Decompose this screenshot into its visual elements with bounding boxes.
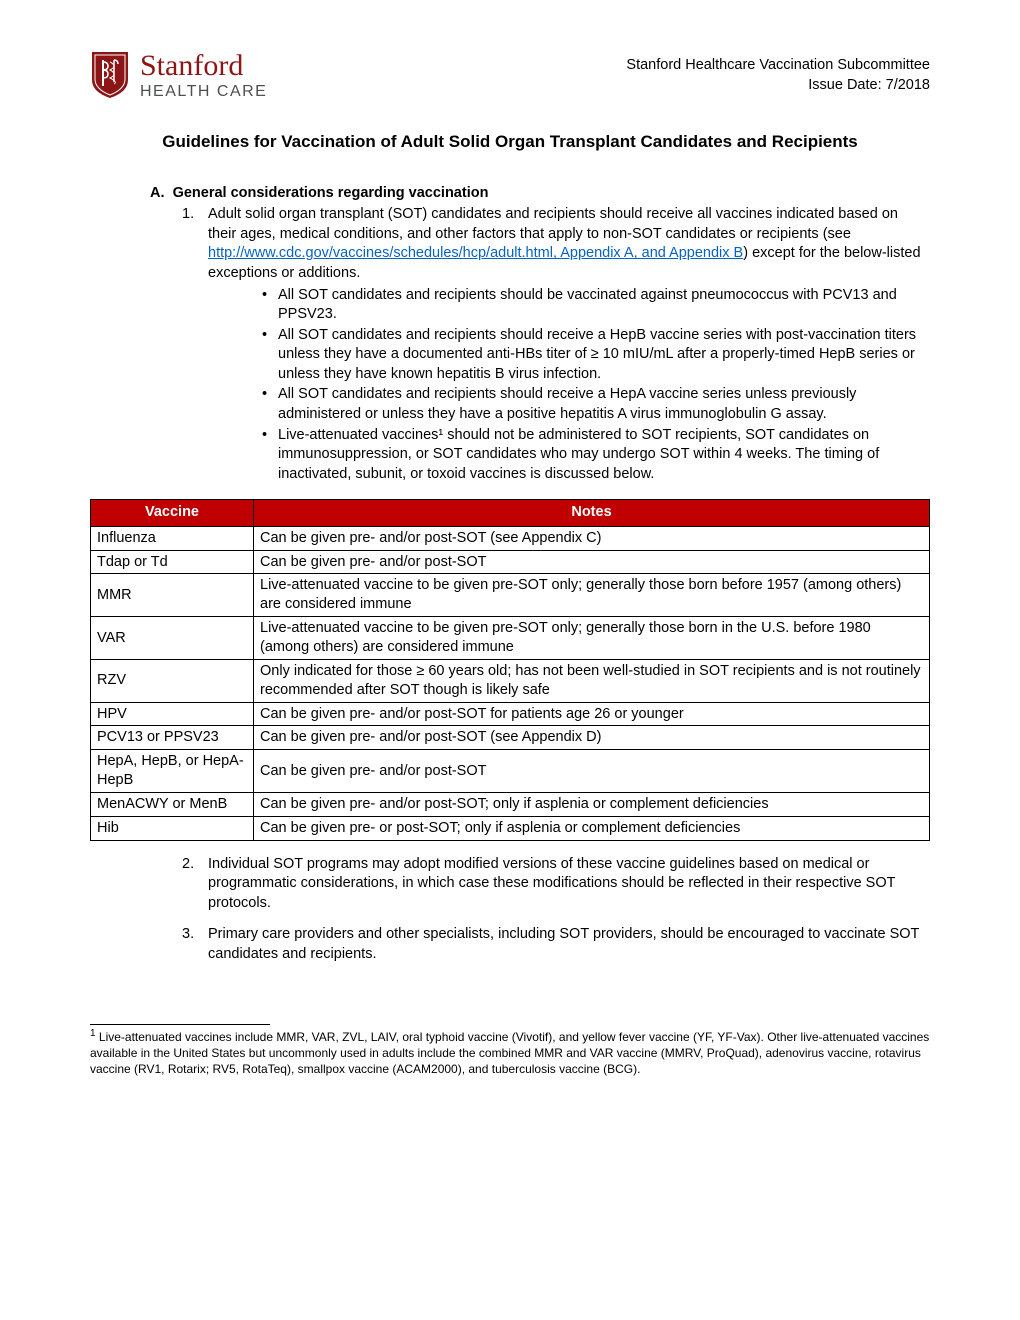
cell-notes: Can be given pre- and/or post-SOT for pa…: [254, 702, 930, 726]
header-right: Stanford Healthcare Vaccination Subcommi…: [626, 56, 930, 95]
table-row: HepA, HepB, or HepA-HepBCan be given pre…: [91, 750, 930, 793]
shield-icon: [90, 50, 130, 100]
cell-vaccine: Influenza: [91, 526, 254, 550]
item-1-text-a: Adult solid organ transplant (SOT) candi…: [208, 206, 898, 242]
cell-vaccine: MMR: [91, 574, 254, 617]
col-vaccine: Vaccine: [91, 500, 254, 527]
cell-notes: Only indicated for those ≥ 60 years old;…: [254, 659, 930, 702]
bullet-text: All SOT candidates and recipients should…: [278, 385, 930, 424]
issue-date: Issue Date: 7/2018: [626, 76, 930, 96]
item-number: 2.: [182, 855, 208, 914]
table-row: VARLive-attenuated vaccine to be given p…: [91, 617, 930, 660]
item-1-body: Adult solid organ transplant (SOT) candi…: [208, 205, 930, 485]
bullet-text: All SOT candidates and recipients should…: [278, 326, 930, 385]
page-header: Stanford HEALTH CARE Stanford Healthcare…: [90, 50, 930, 100]
bullet-item: •All SOT candidates and recipients shoul…: [262, 326, 930, 385]
cell-notes: Live-attenuated vaccine to be given pre-…: [254, 617, 930, 660]
committee-name: Stanford Healthcare Vaccination Subcommi…: [626, 56, 930, 76]
footnote-text: Live-attenuated vaccines include MMR, VA…: [90, 1030, 929, 1075]
cell-notes: Can be given pre- and/or post-SOT (see A…: [254, 726, 930, 750]
section-a-heading: A. General considerations regarding vacc…: [150, 184, 930, 204]
cell-vaccine: HPV: [91, 702, 254, 726]
table-row: InfluenzaCan be given pre- and/or post-S…: [91, 526, 930, 550]
table-row: HibCan be given pre- or post-SOT; only i…: [91, 816, 930, 840]
bullet-icon: •: [262, 326, 278, 385]
logo-text: Stanford HEALTH CARE: [140, 51, 267, 100]
cell-vaccine: HepA, HepB, or HepA-HepB: [91, 750, 254, 793]
bullet-icon: •: [262, 286, 278, 325]
bullet-list: •All SOT candidates and recipients shoul…: [262, 286, 930, 485]
org-name-2: HEALTH CARE: [140, 84, 267, 100]
cell-vaccine: VAR: [91, 617, 254, 660]
bullet-item: •All SOT candidates and recipients shoul…: [262, 286, 930, 325]
table-row: MenACWY or MenBCan be given pre- and/or …: [91, 792, 930, 816]
bullet-item: •All SOT candidates and recipients shoul…: [262, 385, 930, 424]
table-header-row: Vaccine Notes: [91, 500, 930, 527]
item-2-text: Individual SOT programs may adopt modifi…: [208, 855, 930, 914]
section-label: A.: [150, 185, 165, 201]
table-row: Tdap or TdCan be given pre- and/or post-…: [91, 550, 930, 574]
section-a-cont: 2. Individual SOT programs may adopt mod…: [150, 855, 930, 965]
cell-vaccine: PCV13 or PPSV23: [91, 726, 254, 750]
bullet-text: Live-attenuated vaccines¹ should not be …: [278, 426, 930, 485]
numbered-list: 1. Adult solid organ transplant (SOT) ca…: [182, 205, 930, 485]
cell-notes: Can be given pre- and/or post-SOT: [254, 550, 930, 574]
cell-vaccine: RZV: [91, 659, 254, 702]
org-name-1: Stanford: [140, 51, 267, 81]
bullet-text: All SOT candidates and recipients should…: [278, 286, 930, 325]
bullet-item: •Live-attenuated vaccines¹ should not be…: [262, 426, 930, 485]
cell-notes: Can be given pre- and/or post-SOT (see A…: [254, 526, 930, 550]
cell-notes: Can be given pre- and/or post-SOT; only …: [254, 792, 930, 816]
table-row: HPVCan be given pre- and/or post-SOT for…: [91, 702, 930, 726]
bullet-icon: •: [262, 385, 278, 424]
item-number: 1.: [182, 205, 208, 485]
cell-notes: Live-attenuated vaccine to be given pre-…: [254, 574, 930, 617]
vaccine-table: Vaccine Notes InfluenzaCan be given pre-…: [90, 499, 930, 840]
numbered-list-cont: 2. Individual SOT programs may adopt mod…: [182, 855, 930, 965]
section-heading-text: General considerations regarding vaccina…: [173, 185, 489, 201]
bullet-icon: •: [262, 426, 278, 485]
cell-notes: Can be given pre- and/or post-SOT: [254, 750, 930, 793]
cdc-link[interactable]: http://www.cdc.gov/vaccines/schedules/hc…: [208, 245, 743, 261]
section-a: A. General considerations regarding vacc…: [150, 184, 930, 485]
page-title: Guidelines for Vaccination of Adult Soli…: [130, 130, 890, 154]
footnote-1: 1 Live-attenuated vaccines include MMR, …: [90, 1027, 930, 1077]
item-3-text: Primary care providers and other special…: [208, 925, 930, 964]
item-number: 3.: [182, 925, 208, 964]
list-item-1: 1. Adult solid organ transplant (SOT) ca…: [182, 205, 930, 485]
table-row: PCV13 or PPSV23Can be given pre- and/or …: [91, 726, 930, 750]
table-row: RZVOnly indicated for those ≥ 60 years o…: [91, 659, 930, 702]
cell-vaccine: MenACWY or MenB: [91, 792, 254, 816]
col-notes: Notes: [254, 500, 930, 527]
footnote-rule: [90, 1024, 270, 1025]
list-item-3: 3. Primary care providers and other spec…: [182, 925, 930, 964]
list-item-2: 2. Individual SOT programs may adopt mod…: [182, 855, 930, 914]
cell-vaccine: Hib: [91, 816, 254, 840]
table-row: MMRLive-attenuated vaccine to be given p…: [91, 574, 930, 617]
cell-notes: Can be given pre- or post-SOT; only if a…: [254, 816, 930, 840]
logo-block: Stanford HEALTH CARE: [90, 50, 267, 100]
cell-vaccine: Tdap or Td: [91, 550, 254, 574]
